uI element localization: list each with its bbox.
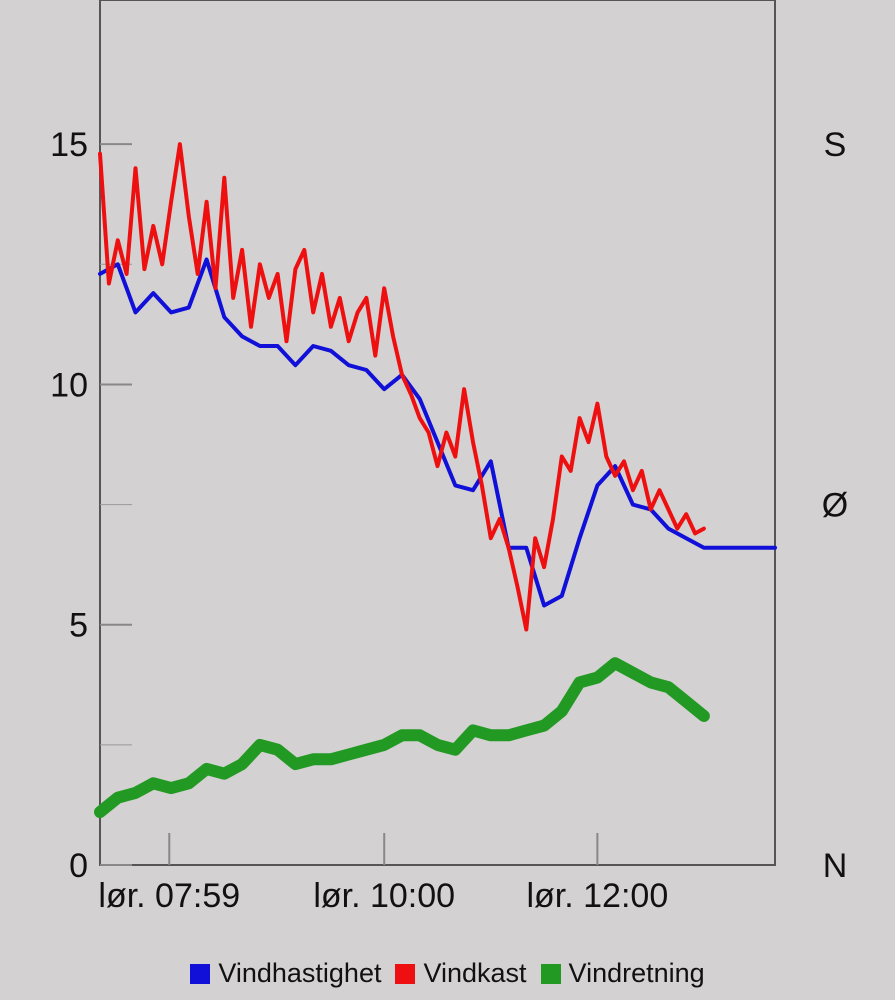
legend-label-gust: Vindkast: [423, 958, 527, 988]
direction-line: [94, 657, 710, 819]
legend-item-speed: Vindhastighet: [190, 958, 381, 989]
y-tick-label: 0: [69, 847, 88, 885]
x-tick-label: lør. 12:00: [526, 877, 668, 915]
y-axis-ticks: 0 5 10 15: [50, 126, 132, 885]
legend-item-direction: Vindretning: [540, 958, 705, 989]
legend: Vindhastighet Vindkast Vindretning: [0, 958, 895, 989]
legend-label-direction: Vindretning: [568, 958, 705, 988]
gust-line: [98, 142, 706, 632]
direction-label: Ø: [822, 487, 848, 525]
direction-label: S: [824, 126, 847, 164]
y-tick-label: 10: [50, 366, 88, 404]
x-tick-label: lør. 10:00: [313, 877, 455, 915]
direction-axis-labels: N Ø S: [822, 126, 848, 885]
y-tick-label: 5: [69, 607, 88, 645]
x-axis-ticks: lør. 07:59 lør. 10:00 lør. 12:00: [98, 833, 668, 915]
y-tick-label: 15: [50, 126, 88, 164]
legend-swatch-direction: [540, 963, 561, 984]
speed-line: [98, 257, 777, 608]
plot-area: [99, 0, 776, 866]
direction-label: N: [823, 847, 848, 885]
series-lines: [94, 142, 777, 819]
x-tick-label: lør. 07:59: [98, 877, 240, 915]
legend-item-gust: Vindkast: [395, 958, 527, 989]
legend-swatch-speed: [190, 963, 211, 984]
legend-label-speed: Vindhastighet: [218, 958, 382, 988]
legend-swatch-gust: [395, 963, 416, 984]
